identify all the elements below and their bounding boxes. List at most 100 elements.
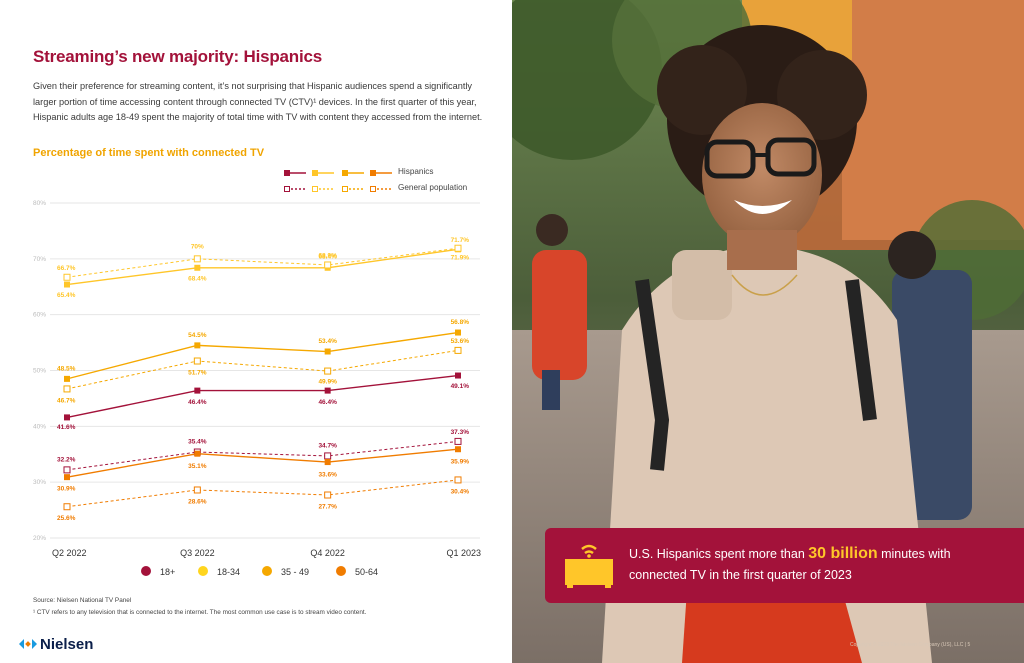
legend-hispanics-label: Hispanics [398, 167, 434, 176]
copyright-footer: Copyright © 2023 The Nielsen Company (US… [850, 642, 971, 648]
legend-dot-18plus [141, 566, 151, 576]
report-page: Streaming’s new majority: Hispanics Give… [19, 47, 494, 654]
legend-dot-18-34 [198, 566, 208, 576]
legend-row-hispanics: Hispanics [284, 167, 494, 179]
legend-dashed-swatches [284, 186, 392, 192]
legend-label-18-34: 18-34 [217, 567, 241, 577]
line-chart: 20% 30% 40% 50% 60% 70% 80% Q2 2022 Q3 2022 Q4 20… [33, 200, 481, 558]
nielsen-logo-text: Nielsen [40, 636, 94, 653]
series-line-2 [66, 248, 459, 286]
nielsen-logo: Nielsen [19, 636, 93, 654]
data-point [455, 446, 461, 453]
legend-item-50-64: 50-64 [336, 566, 378, 580]
data-point [193, 357, 201, 365]
data-label: 35.9% [451, 459, 470, 466]
data-point [324, 491, 332, 499]
chart-title: Percentage of time spent with connected … [33, 147, 265, 159]
legend-label-18plus: 18+ [160, 567, 176, 577]
line-style-legend: Hispanics General population [284, 166, 494, 196]
y-tick-label: 70% [33, 256, 46, 263]
callout-text-before: U.S. Hispanics spent more than [629, 547, 805, 561]
data-label: 27.7% [318, 504, 337, 511]
data-point [64, 281, 70, 288]
data-point [194, 342, 201, 349]
series-line-4 [66, 331, 459, 380]
data-label: 35.4% [188, 439, 207, 446]
x-tick-label: Q3 2022 [180, 548, 215, 558]
footnote: ¹ CTV refers to any television that is c… [33, 609, 367, 616]
data-label: 70% [191, 243, 204, 250]
data-label: 65.4% [57, 292, 76, 299]
legend-dot-35-49 [262, 566, 272, 576]
intro-paragraph: Given their preference for streaming con… [33, 81, 483, 122]
series-line-0 [66, 374, 459, 419]
data-label: 68.9% [318, 252, 337, 259]
legend-item-18-34: 18-34 [198, 566, 240, 580]
series-line-6 [66, 448, 459, 478]
data-point [194, 387, 201, 394]
source-note: Source: Nielsen National TV Panel [33, 597, 132, 604]
x-tick-label: Q4 2022 [310, 548, 345, 558]
data-label: 30.9% [57, 486, 76, 493]
data-point [324, 348, 331, 355]
page-title: Streaming’s new majority: Hispanics [33, 47, 323, 66]
data-point [194, 264, 201, 271]
data-label: 68.4% [318, 253, 337, 260]
data-label: 49.1% [451, 383, 470, 390]
data-point [455, 372, 461, 379]
data-point [324, 459, 331, 466]
data-label: 71.7% [451, 237, 470, 244]
data-label: 54.5% [188, 332, 207, 339]
data-point [324, 261, 332, 269]
data-point [454, 244, 462, 252]
legend-item-18plus: 18+ [141, 566, 175, 580]
connected-tv-icon [565, 544, 613, 588]
data-label: 71.9% [451, 255, 470, 262]
data-label: 46.4% [188, 399, 207, 406]
data-label: 49.9% [318, 379, 337, 386]
data-point [324, 367, 332, 375]
data-point [63, 385, 71, 393]
legend-label-35-49: 35 - 49 [281, 567, 310, 577]
data-point [454, 437, 462, 445]
series-line-7 [66, 479, 459, 508]
y-tick-label: 40% [33, 423, 46, 430]
data-label: 68.4% [188, 275, 207, 282]
x-tick-label: Q1 2023 [446, 548, 481, 558]
data-point [454, 476, 462, 484]
series-line-5 [66, 349, 459, 390]
data-label: 32.2% [57, 456, 76, 463]
data-point [193, 486, 201, 494]
data-label: 34.7% [318, 442, 337, 449]
data-label: 35.1% [188, 463, 207, 470]
y-tick-label: 20% [33, 535, 46, 542]
data-label: 28.6% [188, 498, 207, 505]
data-label: 51.7% [188, 370, 207, 377]
data-point [63, 503, 71, 511]
data-label: 53.6% [451, 338, 470, 345]
data-label: 46.7% [57, 397, 76, 404]
data-point [454, 346, 462, 354]
data-point [64, 474, 70, 481]
data-point [194, 450, 201, 457]
data-label: 33.6% [318, 472, 337, 479]
data-label: 53.4% [318, 338, 337, 345]
x-tick-label: Q2 2022 [52, 548, 87, 558]
data-label: 25.6% [57, 515, 76, 522]
legend-solid-swatches [284, 170, 392, 176]
stat-callout: U.S. Hispanics spent more than 30 billio… [545, 528, 1024, 603]
legend-label-50-64: 50-64 [355, 567, 379, 577]
y-tick-label: 30% [33, 479, 46, 486]
data-point [324, 387, 331, 394]
y-tick-label: 80% [33, 200, 46, 207]
data-point [64, 375, 70, 382]
legend-general-label: General population [398, 183, 468, 192]
callout-text-after: minutes with connected TV in the first q… [629, 547, 951, 582]
data-point [63, 273, 71, 281]
legend-item-35-49: 35 - 49 [262, 566, 309, 580]
data-label: 41.6% [57, 424, 76, 431]
age-legend: 18+ 18-34 35 - 49 50-64 [141, 566, 481, 580]
data-point [324, 452, 332, 460]
data-point [63, 466, 71, 474]
data-label: 46.4% [318, 399, 337, 406]
